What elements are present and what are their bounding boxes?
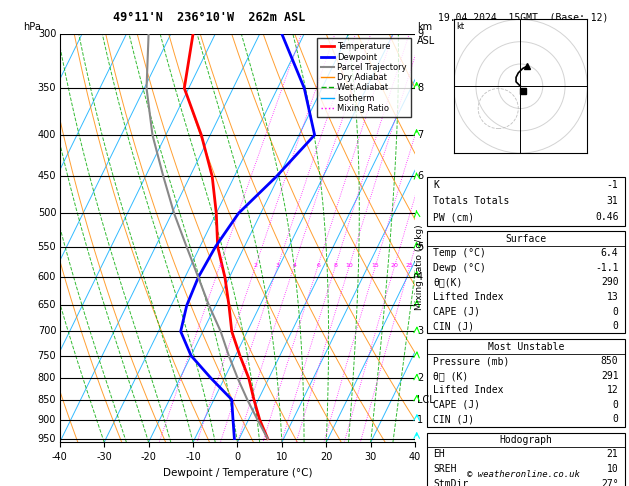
Text: 6.4: 6.4 (601, 248, 618, 258)
Text: ASL: ASL (417, 36, 435, 47)
Text: 19.04.2024  15GMT  (Base: 12): 19.04.2024 15GMT (Base: 12) (438, 12, 609, 22)
Text: 8: 8 (333, 263, 338, 268)
Bar (426, 231, 625, 333)
Text: LCL: LCL (417, 395, 435, 404)
Text: Totals Totals: Totals Totals (433, 196, 509, 207)
Text: 600: 600 (38, 272, 56, 282)
Text: 10: 10 (346, 263, 353, 268)
Text: Surface: Surface (505, 234, 547, 243)
Text: StmDir: StmDir (433, 479, 468, 486)
Text: K: K (433, 180, 439, 191)
Text: kt: kt (456, 22, 464, 31)
Text: Dewp (°C): Dewp (°C) (433, 263, 486, 273)
Text: 650: 650 (38, 300, 56, 311)
Bar (426, 177, 625, 226)
Text: 4: 4 (417, 272, 423, 282)
Text: PW (cm): PW (cm) (433, 212, 474, 223)
Text: -1: -1 (607, 180, 618, 191)
Text: 300: 300 (38, 29, 56, 39)
Text: 13: 13 (607, 292, 618, 302)
Text: 700: 700 (38, 327, 56, 336)
Text: 2: 2 (417, 373, 423, 383)
Text: 31: 31 (607, 196, 618, 207)
Text: 950: 950 (38, 434, 56, 444)
Text: 0: 0 (613, 307, 618, 316)
Text: -1.1: -1.1 (595, 263, 618, 273)
Text: 6: 6 (417, 172, 423, 181)
Text: EH: EH (433, 450, 445, 459)
Text: 25: 25 (406, 263, 414, 268)
Text: 27°: 27° (601, 479, 618, 486)
Text: θᴇ (K): θᴇ (K) (433, 371, 468, 381)
Text: 1: 1 (218, 263, 222, 268)
Bar (426, 433, 625, 486)
Text: Temp (°C): Temp (°C) (433, 248, 486, 258)
Text: 900: 900 (38, 415, 56, 425)
Text: 21: 21 (607, 450, 618, 459)
Text: 550: 550 (38, 242, 56, 252)
Text: 49°11'N  236°10'W  262m ASL: 49°11'N 236°10'W 262m ASL (113, 11, 305, 24)
Text: 850: 850 (38, 395, 56, 404)
Text: CIN (J): CIN (J) (433, 415, 474, 424)
Text: 0: 0 (613, 321, 618, 331)
Text: Mixing Ratio (g/kg): Mixing Ratio (g/kg) (415, 225, 424, 310)
Text: 12: 12 (607, 385, 618, 395)
Text: 0.46: 0.46 (595, 212, 618, 223)
Text: 800: 800 (38, 373, 56, 383)
Text: 2: 2 (253, 263, 258, 268)
Text: 290: 290 (601, 278, 618, 287)
Text: 0: 0 (613, 415, 618, 424)
Text: 750: 750 (38, 350, 56, 361)
Text: © weatheronline.co.uk: © weatheronline.co.uk (467, 469, 580, 479)
Text: 15: 15 (372, 263, 379, 268)
Text: 3: 3 (276, 263, 280, 268)
Text: 8: 8 (417, 83, 423, 93)
Text: CAPE (J): CAPE (J) (433, 307, 480, 316)
Text: Lifted Index: Lifted Index (433, 292, 504, 302)
X-axis label: Dewpoint / Temperature (°C): Dewpoint / Temperature (°C) (163, 468, 312, 478)
Text: km: km (417, 22, 432, 32)
Text: Lifted Index: Lifted Index (433, 385, 504, 395)
Text: Hodograph: Hodograph (499, 435, 552, 445)
Text: CIN (J): CIN (J) (433, 321, 474, 331)
Text: 1: 1 (417, 415, 423, 425)
Text: 10: 10 (607, 464, 618, 474)
Text: 20: 20 (391, 263, 399, 268)
Text: 4: 4 (292, 263, 296, 268)
Text: 400: 400 (38, 130, 56, 140)
Text: θᴇ(K): θᴇ(K) (433, 278, 462, 287)
Text: 3: 3 (417, 327, 423, 336)
Bar (426, 339, 625, 427)
Text: hPa: hPa (23, 22, 41, 32)
Text: Pressure (mb): Pressure (mb) (433, 356, 509, 366)
Text: 450: 450 (38, 172, 56, 181)
Text: 291: 291 (601, 371, 618, 381)
Text: 500: 500 (38, 208, 56, 218)
Legend: Temperature, Dewpoint, Parcel Trajectory, Dry Adiabat, Wet Adiabat, Isotherm, Mi: Temperature, Dewpoint, Parcel Trajectory… (317, 38, 411, 117)
Text: 350: 350 (38, 83, 56, 93)
Text: CAPE (J): CAPE (J) (433, 400, 480, 410)
Text: 6: 6 (316, 263, 320, 268)
Text: 0: 0 (613, 400, 618, 410)
Text: SREH: SREH (433, 464, 457, 474)
Text: 5: 5 (417, 242, 423, 252)
Text: Most Unstable: Most Unstable (487, 342, 564, 351)
Text: 850: 850 (601, 356, 618, 366)
Text: 7: 7 (417, 130, 423, 140)
Text: 9: 9 (417, 29, 423, 39)
